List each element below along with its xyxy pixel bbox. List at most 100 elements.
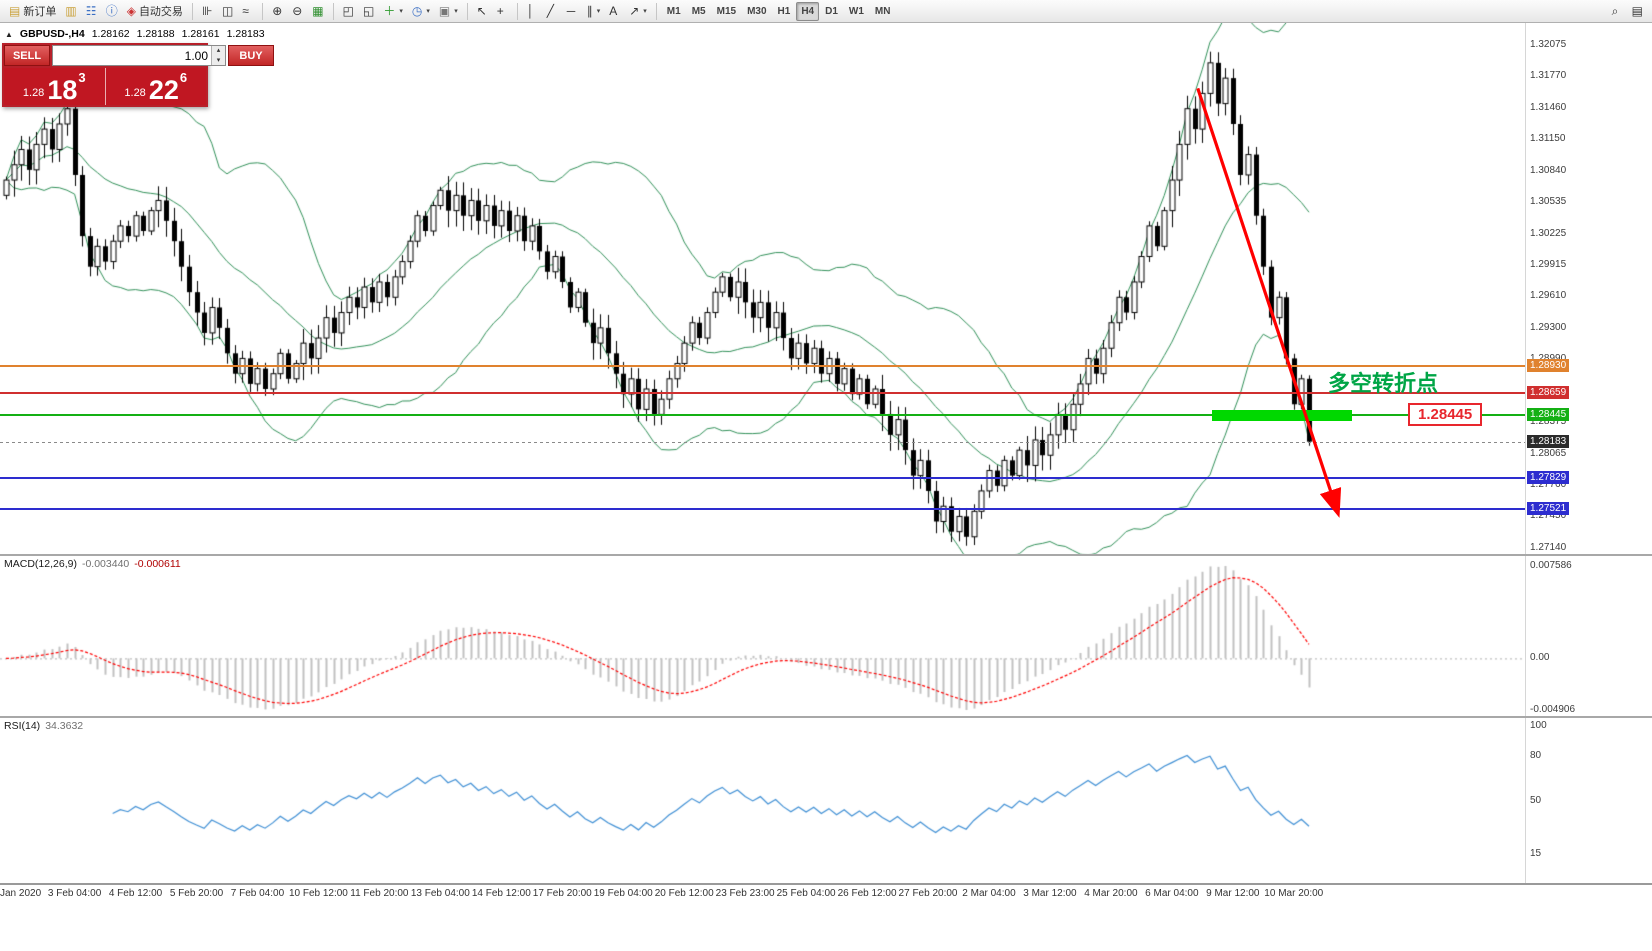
macd-panel[interactable]: MACD(12,26,9) -0.003440 -0.000611 0.007586…	[0, 556, 1652, 718]
timeframe-h4[interactable]: H4	[796, 1, 820, 21]
bar-chart-icon[interactable]: ⊪	[198, 2, 217, 21]
horizontal-line-1.28445[interactable]	[0, 413, 1525, 416]
toolbar-separator	[262, 2, 264, 20]
toolbar-group-file-trade: ▤ 新订单 ▥ ☷ ⓘ ◈ 自动交易	[3, 2, 189, 21]
time-label: 11 Feb 20:00	[350, 888, 409, 899]
time-label: 2 Mar 04:00	[962, 888, 1016, 899]
grid-icon[interactable]: ▦	[308, 2, 327, 21]
toolbar-group-cursor: ↖ +	[471, 2, 514, 21]
timeframe-m30[interactable]: M30	[742, 2, 771, 21]
support-highlight-rect[interactable]	[1212, 409, 1353, 421]
volume-down-icon[interactable]: ▾	[212, 55, 225, 65]
sell-price-prefix: 1.28	[22, 87, 45, 99]
price-tick: 1.30535	[1530, 195, 1567, 207]
sell-price-pipette: 3	[78, 70, 86, 85]
price-tick: 1.29610	[1530, 290, 1567, 302]
macd-signal-value: -0.000611	[134, 558, 181, 570]
timeframe-m15-label: M15	[716, 5, 737, 17]
macd-chart-canvas[interactable]	[0, 556, 1525, 716]
equidistant-channel-tool[interactable]: ∥ ▾	[583, 2, 605, 21]
search-icon-glyph: ⌕	[1611, 4, 1619, 18]
arrows-tool[interactable]: ↗ ▾	[625, 2, 651, 21]
templates-button-caret: ▾	[454, 8, 458, 15]
zoom-out-icon[interactable]: ⊖	[288, 2, 307, 21]
arrows-tool-glyph: ↗	[629, 4, 640, 18]
rsi-chart-canvas[interactable]	[0, 718, 1525, 883]
tile-windows-icon[interactable]: ◰	[339, 2, 358, 21]
time-label: 26 Feb 12:00	[837, 888, 897, 899]
periods-button[interactable]: ◷ ▾	[408, 2, 434, 21]
timeframe-w1-label: W1	[848, 5, 864, 17]
buy-button[interactable]: BUY	[228, 45, 274, 66]
buy-price[interactable]: 1.28 22 6	[105, 68, 206, 105]
horizontal-line-tool[interactable]: ─	[563, 2, 582, 21]
collapse-icon[interactable]: ▲	[5, 29, 13, 39]
timeframe-m1[interactable]: M1	[662, 2, 686, 21]
toolbar-separator	[191, 2, 193, 20]
timeframe-h1[interactable]: H1	[773, 2, 796, 21]
vertical-line-tool[interactable]: │	[523, 2, 542, 21]
templates-button[interactable]: ▣ ▾	[435, 2, 462, 21]
rsi-panel[interactable]: RSI(14) 34.3632 100 80 50 15	[0, 718, 1652, 884]
timeframe-m15[interactable]: M15	[712, 2, 741, 21]
candlestick-chart-icon[interactable]: ◫	[218, 2, 237, 21]
zoom-in-icon[interactable]: ⊕	[268, 2, 287, 21]
trend-arrow[interactable]	[0, 23, 1525, 556]
price-axis[interactable]: 1.32075 1.31770 1.31460 1.31150 1.30840 1.305…	[1525, 23, 1652, 554]
new-chart-button[interactable]: ＋ ▾	[379, 2, 407, 21]
horizontal-line-1.28659[interactable]	[0, 392, 1525, 395]
trendline-tool[interactable]: ╱	[543, 2, 562, 21]
new-chart-button-caret: ▾	[399, 8, 403, 15]
window-list-icon[interactable]: ▤	[1628, 2, 1647, 21]
cursor-tool[interactable]: ↖	[473, 2, 492, 21]
price-chart-canvas[interactable]	[0, 23, 1525, 554]
price-callout[interactable]: 1.28445	[1408, 402, 1483, 426]
cascade-windows-icon[interactable]: ◱	[359, 2, 378, 21]
sell-price[interactable]: 1.28 18 3	[4, 68, 106, 105]
toolbar-separator	[655, 2, 657, 20]
chart-profiles-icon[interactable]: ▥	[61, 2, 80, 21]
timeframe-w1[interactable]: W1	[844, 2, 869, 21]
price-tick: 1.29300	[1530, 321, 1567, 333]
buy-price-prefix: 1.28	[124, 87, 146, 99]
time-axis[interactable]: 30 Jan 2020 3 Feb 04:00 4 Feb 12:00 5 Feb 2…	[0, 884, 1652, 902]
timeframe-m5[interactable]: M5	[687, 2, 711, 21]
crosshair-tool[interactable]: +	[493, 2, 512, 21]
rsi-axis[interactable]: 100 80 50 15	[1525, 718, 1652, 883]
toolbar-separator	[332, 2, 334, 20]
search-icon[interactable]: ⌕	[1608, 2, 1627, 21]
price-tick: 1.30840	[1530, 164, 1567, 176]
sell-button[interactable]: SELL	[4, 45, 50, 66]
timeframe-d1[interactable]: D1	[820, 2, 843, 21]
price-panel[interactable]: ▲ GBPUSD-,H4 1.28162 1.28188 1.28161 1.2…	[0, 23, 1652, 556]
candlestick-chart-icon-glyph: ◫	[221, 4, 234, 18]
rsi-tick: 15	[1530, 847, 1542, 859]
auto-trading-button[interactable]: ◈ 自动交易	[123, 2, 187, 21]
chart-symbol-period: GBPUSD-,H4	[19, 28, 85, 40]
horizontal-line-1.27829[interactable]	[0, 476, 1525, 479]
text-tool[interactable]: A	[605, 2, 624, 21]
horizontal-line-1.28930[interactable]	[0, 364, 1525, 367]
volume-input[interactable]	[53, 46, 211, 65]
horizontal-line-1.27521[interactable]	[0, 508, 1525, 511]
volume-up-icon[interactable]: ▴	[212, 46, 225, 56]
macd-axis[interactable]: 0.007586 0.00 -0.004906	[1525, 556, 1652, 716]
market-watch-icon[interactable]: ☷	[82, 2, 101, 21]
chart-area: ▲ GBPUSD-,H4 1.28162 1.28188 1.28161 1.2…	[0, 23, 1652, 902]
turning-point-annotation[interactable]: 多空转折点	[1328, 371, 1439, 397]
macd-main-value: -0.003440	[81, 558, 130, 570]
new-order-button[interactable]: ▤ 新订单	[5, 2, 60, 21]
line-chart-icon[interactable]: ≈	[238, 2, 257, 21]
data-window-icon[interactable]: ⓘ	[102, 2, 122, 21]
new-order-button-label: 新订单	[23, 6, 57, 18]
text-tool-glyph: A	[609, 4, 618, 18]
one-click-trading-panel: SELL ▴ ▾ BUY 1.28 18 3	[2, 43, 274, 107]
line-chart-icon-glyph: ≈	[242, 4, 249, 18]
price-line-label: 1.27829	[1527, 470, 1570, 484]
trend-arrow-line[interactable]	[1196, 87, 1342, 518]
timeframe-mn[interactable]: MN	[870, 2, 896, 21]
time-label: 19 Feb 04:00	[593, 888, 653, 899]
price-line-label: 1.28659	[1527, 386, 1570, 400]
timeframe-h1-label: H1	[777, 5, 791, 17]
time-label: 3 Mar 12:00	[1023, 888, 1077, 899]
